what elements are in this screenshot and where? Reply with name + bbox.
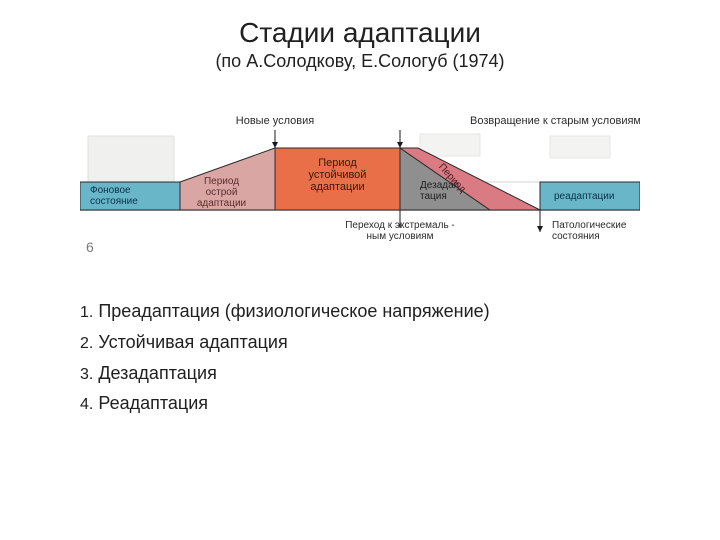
- list-item: 3. Дезадаптация: [80, 358, 680, 389]
- list-item-text: Дезадаптация: [98, 363, 217, 383]
- list-item: 4. Реадаптация: [80, 388, 680, 419]
- list-item-number: 2.: [80, 335, 93, 352]
- svg-text:Возвращение к старым условиям: Возвращение к старым условиям: [470, 115, 640, 127]
- stages-list: 1. Преадаптация (физиологическое напряже…: [80, 296, 680, 418]
- svg-text:реадаптации: реадаптации: [554, 191, 614, 202]
- list-item: 1. Преадаптация (физиологическое напряже…: [80, 296, 680, 327]
- list-item-text: Реадаптация: [98, 393, 208, 413]
- svg-text:Патологическиесостояния: Патологическиесостояния: [552, 220, 627, 242]
- slide: Стадии адаптации (по А.Солодкову, Е.Соло…: [0, 0, 720, 540]
- svg-text:Переход к экстремаль -ным усло: Переход к экстремаль -ным условиям: [345, 220, 455, 242]
- slide-subtitle: (по А.Солодкову, Е.Сологуб (1974): [40, 51, 680, 73]
- list-item-number: 3.: [80, 366, 93, 383]
- list-item-number: 1.: [80, 304, 93, 321]
- list-item-text: Устойчивая адаптация: [98, 332, 287, 352]
- list-item: 2. Устойчивая адаптация: [80, 327, 680, 358]
- svg-text:6: 6: [86, 239, 94, 255]
- adaptation-diagram: Новые условия Возвращение к старым услови…: [80, 100, 640, 270]
- slide-title: Стадии адаптации: [40, 18, 680, 49]
- list-item-text: Преадаптация (физиологическое напряжение…: [98, 301, 489, 321]
- svg-text:Новые условия: Новые условия: [236, 115, 315, 127]
- list-item-number: 4.: [80, 396, 93, 413]
